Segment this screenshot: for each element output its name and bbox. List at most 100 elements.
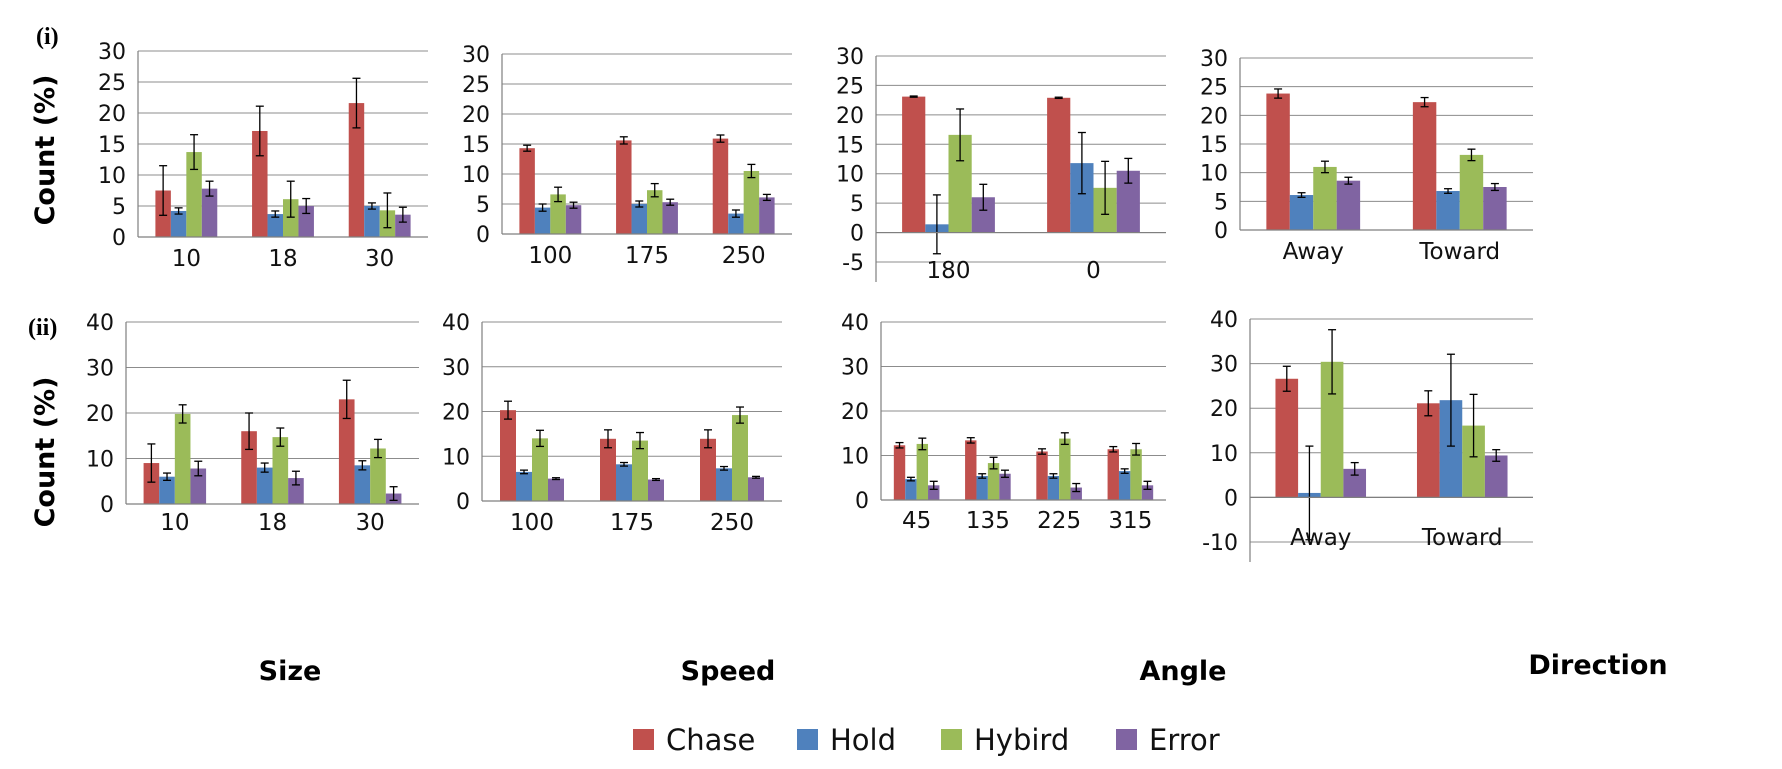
bar-error-45	[928, 485, 940, 500]
legend-swatch-chase	[633, 729, 654, 750]
column-label-speed: Speed	[681, 656, 776, 687]
bar-hold-10	[159, 476, 175, 504]
legend-item-hybird: Hybird	[941, 723, 1069, 757]
bar-hybird-away	[1313, 166, 1337, 230]
bar-hold-250	[716, 468, 732, 501]
y-tick-label: 25	[462, 73, 490, 98]
bar-hold-18	[256, 467, 273, 504]
bar-hybird-225	[1059, 438, 1071, 500]
x-category-label: 0	[1086, 258, 1101, 284]
bar-error-100	[565, 205, 582, 234]
bar-hybird-100	[550, 194, 566, 234]
chart-panel-1: 0 5 10 15 20 25 30 100 175 250	[462, 43, 792, 269]
bar-hold-toward	[1439, 400, 1463, 498]
bar-chase-180	[902, 96, 926, 233]
x-category-label: 30	[356, 510, 385, 536]
x-category-label: 45	[902, 508, 931, 534]
y-tick-label: 0	[1224, 486, 1238, 511]
x-category-label: 135	[966, 508, 1010, 534]
y-tick-label: 10	[836, 163, 864, 188]
y-tick-label: 5	[1214, 190, 1228, 215]
y-tick-label: 15	[98, 133, 126, 158]
bar-hybird-toward	[1459, 154, 1484, 230]
legend-swatch-error	[1116, 729, 1137, 750]
y-tick-label: 10	[442, 445, 470, 470]
y-tick-label: -10	[1202, 531, 1238, 556]
bar-hybird-toward	[1462, 425, 1485, 498]
legend-label-hold: Hold	[830, 723, 896, 757]
bar-error-toward	[1483, 187, 1507, 230]
bar-hold-250	[728, 213, 744, 234]
y-tick-label: 30	[841, 356, 869, 381]
y-tick-label: 20	[1210, 397, 1238, 422]
bar-error-100	[548, 478, 564, 501]
y-tick-label: 40	[86, 311, 114, 336]
bar-error-175	[648, 479, 664, 501]
y-axis-label-row-i: Count (%)	[30, 75, 61, 226]
column-label-direction: Direction	[1528, 650, 1667, 681]
bar-hybird-10	[186, 152, 202, 237]
y-tick-label: 10	[1200, 162, 1228, 187]
y-tick-label: 20	[98, 102, 126, 127]
bar-hybird-45	[916, 443, 929, 500]
bar-error-10	[190, 468, 207, 504]
bar-hold-45	[905, 479, 917, 500]
x-category-label: 10	[160, 510, 189, 536]
bar-error-180	[971, 197, 995, 233]
bar-hybird-250	[743, 171, 760, 234]
y-tick-label: 25	[1200, 76, 1228, 101]
y-tick-label: 0	[100, 493, 114, 518]
bar-error-away	[1336, 180, 1361, 230]
column-label-size: Size	[259, 656, 322, 687]
legend-label-hybird: Hybird	[974, 723, 1069, 757]
y-tick-label: 20	[442, 401, 470, 426]
bar-hybird-175	[647, 190, 663, 234]
bar-hold-30	[364, 206, 380, 237]
bar-hold-18	[267, 214, 283, 237]
y-tick-label: 0	[456, 490, 470, 515]
bar-chase-45	[893, 445, 906, 500]
legend-item-hold: Hold	[797, 723, 896, 757]
bar-hold-175	[631, 204, 647, 234]
y-tick-label: 40	[841, 311, 869, 336]
legend-item-chase: Chase	[633, 723, 755, 757]
x-category-label: 30	[365, 246, 394, 272]
bar-hybird-180	[948, 134, 972, 233]
bar-error-175	[662, 202, 678, 234]
bar-error-away	[1343, 468, 1367, 498]
y-tick-label: 0	[1214, 219, 1228, 244]
y-tick-label: 30	[86, 357, 114, 382]
y-tick-label: 5	[112, 195, 126, 220]
y-tick-label: 10	[1210, 442, 1238, 467]
bar-error-0	[1116, 170, 1140, 233]
bar-error-315	[1141, 485, 1154, 500]
y-tick-label: 10	[98, 164, 126, 189]
bar-hybird-100	[532, 438, 548, 501]
legend: Chase Hold Hybird Error	[633, 723, 1220, 757]
chart-panel-3: 0 5 10 15 20 25 30 Away Toward	[1200, 47, 1533, 265]
bar-hold-30	[354, 465, 371, 504]
y-tick-label: 0	[855, 489, 869, 514]
bar-hold-10	[170, 210, 187, 237]
bar-chase-175	[616, 140, 632, 234]
x-category-label: Away	[1283, 239, 1344, 265]
bar-chase-toward	[1412, 102, 1437, 230]
bar-hybird-away	[1320, 361, 1344, 498]
y-tick-label: 15	[1200, 133, 1228, 158]
bar-hold-0	[1070, 163, 1094, 233]
bar-error-30	[395, 214, 411, 237]
chart-panel-6: 0 10 20 30 40 45 135 225 315	[841, 311, 1166, 534]
bar-chase-225	[1036, 451, 1048, 500]
y-tick-label: 5	[476, 193, 490, 218]
legend-label-error: Error	[1149, 723, 1220, 757]
bar-hold-toward	[1436, 191, 1460, 230]
bar-chase-175	[600, 438, 616, 501]
x-category-label: 250	[722, 243, 766, 269]
x-category-label: 18	[268, 246, 297, 272]
bar-hold-225	[1047, 475, 1060, 500]
y-tick-label: 30	[462, 43, 490, 68]
bar-hold-away	[1289, 195, 1314, 230]
y-tick-label: 25	[836, 74, 864, 99]
bar-error-250	[748, 477, 764, 501]
